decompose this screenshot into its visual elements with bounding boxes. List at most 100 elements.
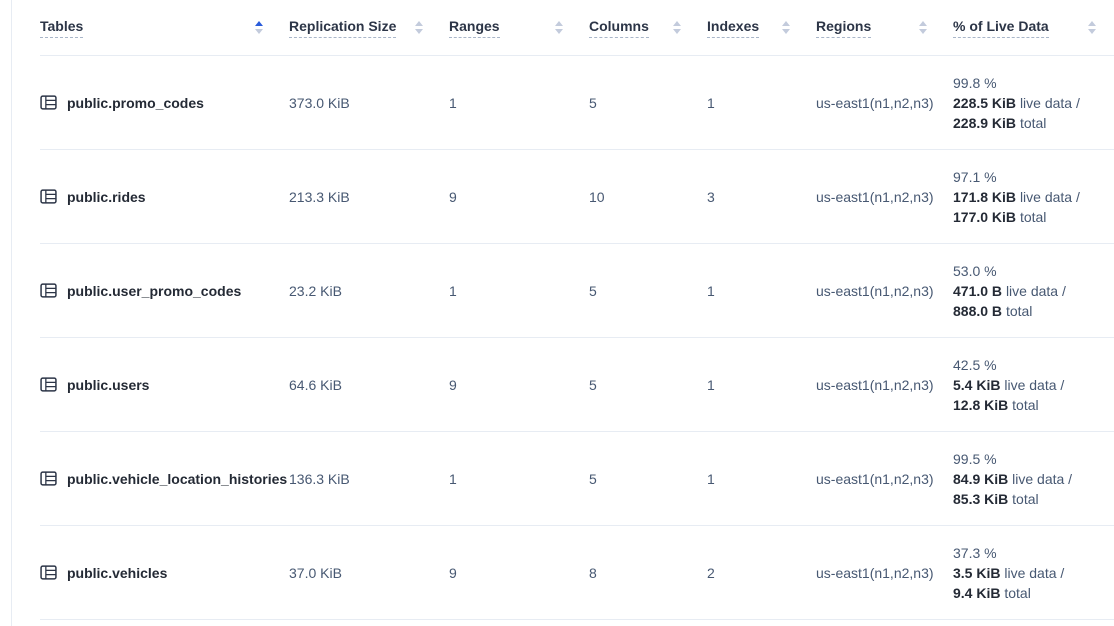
live-label: live data /: [1019, 94, 1080, 111]
ranges-cell: 1: [449, 470, 457, 487]
live-size-line: 228.5 KiB live data /: [953, 93, 1114, 113]
live-percent: 37.3 %: [953, 544, 997, 561]
table-icon: [40, 188, 57, 205]
column-header-tables[interactable]: Tables: [40, 0, 289, 55]
live-data-cell: 53.0 % 471.0 B live data / 888.0 B total: [953, 261, 1114, 321]
indexes-cell: 1: [707, 94, 715, 111]
sort-asc-icon: [415, 21, 423, 26]
columns-cell: 8: [589, 564, 597, 581]
sort-carets-icon[interactable]: [782, 21, 790, 34]
indexes-cell: 1: [707, 282, 715, 299]
ranges-cell: 9: [449, 564, 457, 581]
total-size-line: 228.9 KiB total: [953, 113, 1114, 133]
table-name-cell: public.promo_codes: [40, 94, 289, 111]
table-name-link[interactable]: public.rides: [67, 188, 146, 205]
table-row[interactable]: public.vehicle_location_histories 136.3 …: [40, 432, 1114, 526]
column-header-indexes[interactable]: Indexes: [707, 0, 816, 55]
sort-carets-icon[interactable]: [919, 21, 927, 34]
sort-desc-icon: [415, 29, 423, 34]
live-size: 471.0 B: [953, 282, 1003, 299]
columns-cell: 5: [589, 94, 597, 111]
table-row[interactable]: public.rides 213.3 KiB 9 10 3 us-east1(n…: [40, 150, 1114, 244]
table-name-link[interactable]: public.vehicles: [67, 564, 168, 581]
live-label: live data /: [1012, 470, 1073, 487]
table-name-cell: public.vehicles: [40, 564, 289, 581]
sort-carets-icon[interactable]: [555, 21, 563, 34]
total-size-line: 888.0 B total: [953, 301, 1114, 321]
live-size: 171.8 KiB: [953, 188, 1017, 205]
total-label: total: [1019, 114, 1047, 131]
sort-carets-icon[interactable]: [1088, 21, 1096, 34]
total-size: 888.0 B: [953, 302, 1003, 319]
table-name-cell: public.rides: [40, 188, 289, 205]
indexes-cell: 1: [707, 376, 715, 393]
sort-asc-icon: [255, 21, 263, 26]
total-size-line: 12.8 KiB total: [953, 395, 1114, 415]
replication-size-cell: 37.0 KiB: [289, 564, 342, 581]
sort-asc-icon: [673, 21, 681, 26]
live-percent: 42.5 %: [953, 356, 997, 373]
sort-carets-icon[interactable]: [415, 21, 423, 34]
column-header-replication-size[interactable]: Replication Size: [289, 0, 449, 55]
replication-size-cell: 136.3 KiB: [289, 470, 350, 487]
column-header-columns[interactable]: Columns: [589, 0, 707, 55]
ranges-cell: 1: [449, 94, 457, 111]
table-name-cell: public.vehicle_location_histories: [40, 470, 289, 487]
column-header-label: Columns: [589, 18, 649, 38]
table-row[interactable]: public.users 64.6 KiB 9 5 1 us-east1(n1,…: [40, 338, 1114, 432]
live-size-line: 171.8 KiB live data /: [953, 187, 1114, 207]
table-icon: [40, 94, 57, 111]
table-row[interactable]: public.vehicles 37.0 KiB 9 8 2 us-east1(…: [40, 526, 1114, 620]
sort-desc-icon: [555, 29, 563, 34]
live-percent: 53.0 %: [953, 262, 997, 279]
total-label: total: [1004, 584, 1031, 601]
indexes-cell: 1: [707, 470, 715, 487]
replication-size-cell: 64.6 KiB: [289, 376, 342, 393]
regions-cell: us-east1(n1,n2,n3): [816, 188, 934, 205]
columns-cell: 10: [589, 188, 605, 205]
sort-carets-icon[interactable]: [673, 21, 681, 34]
total-size: 9.4 KiB: [953, 584, 1001, 601]
sort-asc-icon: [782, 21, 790, 26]
table-row[interactable]: public.promo_codes 373.0 KiB 1 5 1 us-ea…: [40, 56, 1114, 150]
replication-size-cell: 373.0 KiB: [289, 94, 350, 111]
live-percent: 99.5 %: [953, 450, 997, 467]
live-size-line: 5.4 KiB live data /: [953, 375, 1114, 395]
live-size-line: 84.9 KiB live data /: [953, 469, 1114, 489]
sort-desc-icon: [255, 29, 263, 34]
ranges-cell: 9: [449, 376, 457, 393]
column-header-ranges[interactable]: Ranges: [449, 0, 589, 55]
tables-table: Tables Replication Size Ranges Columns I…: [11, 0, 1114, 626]
total-label: total: [1012, 490, 1039, 507]
regions-cell: us-east1(n1,n2,n3): [816, 564, 934, 581]
table-icon: [40, 282, 57, 299]
live-data-cell: 99.5 % 84.9 KiB live data / 85.3 KiB tot…: [953, 449, 1114, 509]
regions-cell: us-east1(n1,n2,n3): [816, 470, 934, 487]
total-size-line: 177.0 KiB total: [953, 207, 1114, 227]
live-percent: 99.8 %: [953, 74, 997, 91]
table-name-link[interactable]: public.users: [67, 376, 150, 393]
total-size: 85.3 KiB: [953, 490, 1009, 507]
live-label: live data /: [1005, 282, 1066, 299]
table-name-link[interactable]: public.user_promo_codes: [67, 282, 242, 299]
live-data-cell: 99.8 % 228.5 KiB live data / 228.9 KiB t…: [953, 73, 1114, 133]
regions-cell: us-east1(n1,n2,n3): [816, 376, 934, 393]
total-size: 228.9 KiB: [953, 114, 1017, 131]
column-header-regions[interactable]: Regions: [816, 0, 953, 55]
live-size: 5.4 KiB: [953, 376, 1001, 393]
column-header-label: % of Live Data: [953, 18, 1049, 38]
column-header-of-live-data[interactable]: % of Live Data: [953, 0, 1114, 55]
column-header-label: Tables: [40, 18, 84, 38]
total-size-line: 9.4 KiB total: [953, 583, 1114, 603]
sort-carets-icon[interactable]: [255, 21, 263, 34]
table-name-link[interactable]: public.promo_codes: [67, 94, 204, 111]
total-label: total: [1012, 396, 1039, 413]
sort-desc-icon: [1088, 29, 1096, 34]
live-size-line: 471.0 B live data /: [953, 281, 1114, 301]
table-row[interactable]: public.user_promo_codes 23.2 KiB 1 5 1 u…: [40, 244, 1114, 338]
ranges-cell: 9: [449, 188, 457, 205]
table-name-link[interactable]: public.vehicle_location_histories: [67, 470, 288, 487]
table-header-row: Tables Replication Size Ranges Columns I…: [40, 0, 1114, 56]
column-header-label: Ranges: [449, 18, 500, 38]
column-header-label: Indexes: [707, 18, 760, 38]
